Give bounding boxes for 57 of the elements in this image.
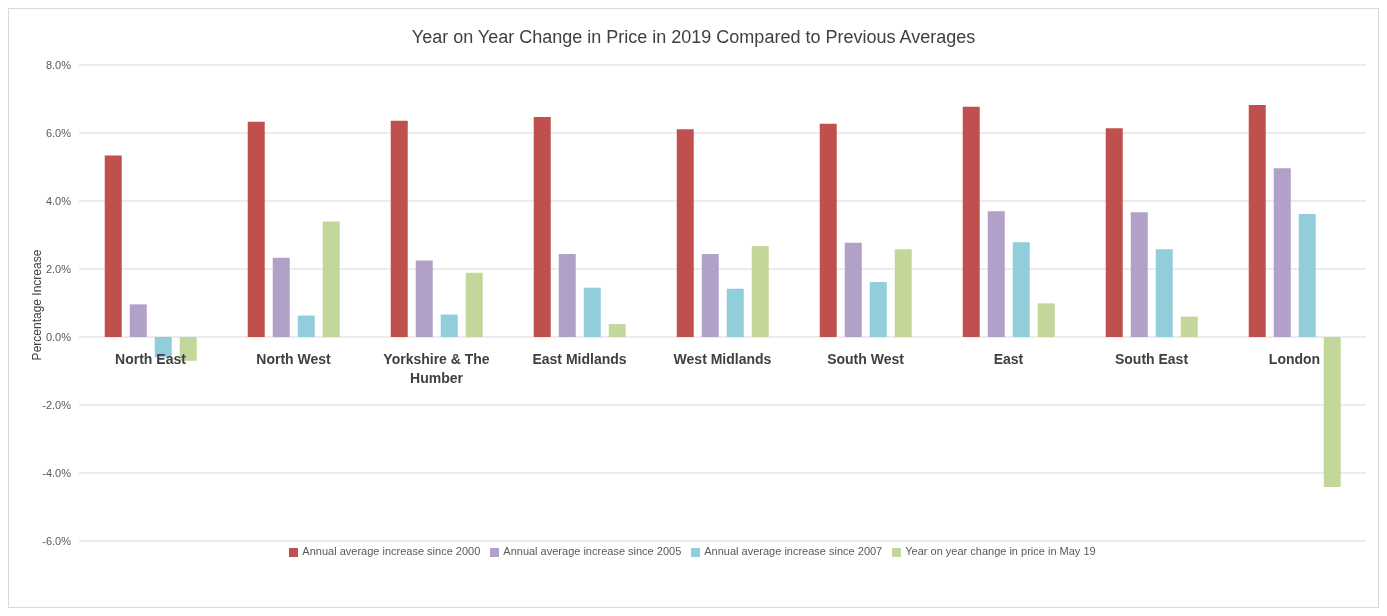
bar <box>894 249 912 337</box>
bar <box>962 106 980 337</box>
bar <box>1012 242 1030 337</box>
bar <box>297 315 315 337</box>
bar <box>533 117 551 337</box>
bar <box>247 121 265 337</box>
bar <box>390 120 408 337</box>
x-tick-label: West Midlands <box>673 351 772 368</box>
x-tick-label: East Midlands <box>532 351 627 368</box>
bar <box>1155 249 1173 337</box>
bar <box>676 129 694 337</box>
bar <box>129 304 147 337</box>
bar <box>322 221 340 337</box>
y-tick-label: -4.0% <box>42 466 72 479</box>
bar <box>869 281 887 337</box>
bar <box>751 245 769 337</box>
bar <box>558 254 576 337</box>
bar <box>1323 337 1341 487</box>
bar <box>583 287 601 337</box>
bar <box>1130 212 1148 337</box>
bar <box>1298 213 1316 337</box>
bar <box>1273 168 1291 337</box>
chart-title: Year on Year Change in Price in 2019 Compared to Previous Averages <box>410 27 977 48</box>
bar <box>608 324 626 337</box>
bar <box>440 314 458 337</box>
x-tick-label: Yorkshire & The Humber <box>383 351 490 387</box>
y-tick-label: 2.0% <box>45 262 72 275</box>
y-tick-label: 4.0% <box>45 194 72 207</box>
y-tick-label: 8.0% <box>45 58 72 71</box>
legend-label: Annual average increase since 2005 <box>503 545 682 557</box>
bar <box>272 257 290 337</box>
bar <box>844 242 862 337</box>
bar <box>1248 105 1266 337</box>
y-tick-label: -6.0% <box>42 534 72 547</box>
legend-label: Year on year change in price in May 19 <box>905 545 1096 557</box>
legend-label: Annual average increase since 2000 <box>302 545 481 557</box>
x-tick-label: North East <box>115 351 187 368</box>
bar <box>415 260 433 337</box>
y-tick-label: -2.0% <box>42 398 72 411</box>
bar <box>726 288 744 337</box>
x-tick-label: South East <box>1114 351 1189 368</box>
x-tick-label: South West <box>827 351 905 368</box>
bar <box>1180 316 1198 337</box>
bar <box>987 211 1005 337</box>
bar <box>465 272 483 337</box>
bar <box>1105 128 1123 337</box>
bar <box>819 123 837 337</box>
x-tick-label: London <box>1268 351 1321 368</box>
bar <box>1037 303 1055 337</box>
x-tick-label: East <box>993 351 1024 368</box>
y-axis-title: Percentage Increase <box>30 249 44 361</box>
bar <box>701 254 719 337</box>
x-tick-label: North West <box>256 351 332 368</box>
legend-label: Annual average increase since 2007 <box>704 545 883 557</box>
bar <box>104 155 122 337</box>
y-tick-label: 0.0% <box>45 330 72 343</box>
y-tick-label: 6.0% <box>45 126 72 139</box>
